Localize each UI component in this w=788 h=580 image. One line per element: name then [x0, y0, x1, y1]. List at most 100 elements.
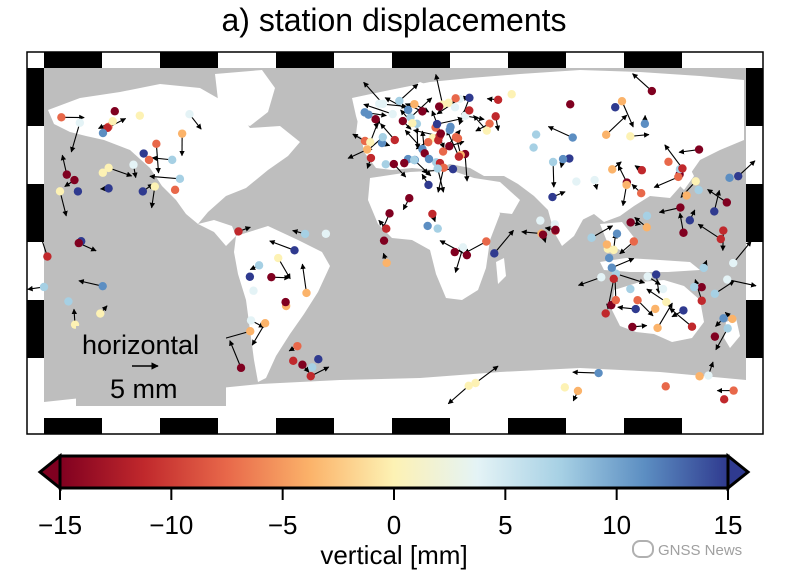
colorbar-tick-label: 5 [498, 510, 513, 540]
station-marker [321, 229, 331, 238]
watermark-text: GNSS News [658, 542, 743, 559]
station-marker [98, 128, 108, 138]
station-marker [611, 103, 620, 112]
station-marker [538, 230, 548, 239]
station-displacement-map: horizontal 5 mm [26, 51, 764, 435]
displacement-arrow [463, 153, 470, 182]
frame-check-right [746, 300, 763, 358]
station-marker [245, 272, 255, 281]
station-marker [302, 288, 311, 298]
colorbar-tick-label: −5 [267, 510, 298, 540]
station-marker [55, 187, 65, 196]
frame-check-top [392, 52, 450, 68]
station-marker [710, 207, 719, 216]
station-marker [679, 306, 688, 315]
station-marker [491, 112, 500, 121]
station-marker [420, 149, 429, 158]
station-marker [453, 134, 463, 143]
station-marker [434, 102, 444, 111]
station-marker [236, 363, 246, 373]
station-marker [710, 332, 720, 341]
station-marker [694, 145, 704, 154]
station-marker [716, 234, 726, 244]
frame-check-left [27, 68, 44, 126]
watermark: GNSS News [632, 540, 742, 559]
displacement-arrow [155, 143, 161, 174]
station-marker [74, 238, 83, 248]
central-america [198, 220, 236, 246]
station-marker [560, 383, 570, 392]
station-marker [378, 132, 388, 142]
station-marker [662, 297, 671, 307]
station-marker [139, 149, 148, 158]
legend-scale-label: 5 mm [110, 374, 178, 404]
station-marker [366, 153, 376, 163]
station-marker [298, 360, 307, 369]
station-marker [385, 209, 394, 218]
frame-check-left [27, 184, 44, 242]
colorbar-tick-label: −10 [149, 510, 194, 540]
station-marker [568, 133, 577, 142]
colorbar-ticks [59, 488, 729, 500]
station-marker [609, 274, 618, 283]
station-marker [98, 168, 108, 177]
station-marker [382, 224, 391, 233]
frame-check-top [160, 52, 218, 68]
station-marker [697, 296, 706, 305]
gnss-stations [39, 86, 743, 404]
station-marker [551, 225, 560, 235]
station-marker [602, 240, 612, 249]
station-marker [633, 296, 642, 305]
station-marker [558, 154, 568, 164]
station-marker [572, 177, 581, 186]
station-marker [566, 100, 575, 109]
station-marker [152, 139, 161, 149]
station-marker [451, 94, 460, 103]
station-marker [628, 322, 637, 332]
station-marker [601, 309, 610, 318]
station-marker [608, 165, 617, 174]
station-marker [728, 314, 737, 324]
displacement-arrow [59, 191, 68, 217]
station-marker [405, 194, 414, 203]
colorbar-title: vertical [mm] [320, 540, 468, 570]
station-marker [104, 163, 113, 173]
station-marker [378, 99, 388, 109]
station-marker [458, 243, 468, 252]
station-marker [398, 116, 408, 126]
station-marker [281, 297, 290, 307]
displacement-arrow [363, 103, 393, 115]
station-marker [482, 126, 492, 135]
station-marker [529, 143, 538, 152]
station-marker [629, 237, 639, 246]
displacement-arrow [572, 369, 599, 376]
station-marker [685, 216, 695, 225]
station-marker [424, 180, 433, 190]
displacement-arrow [547, 126, 573, 139]
station-marker [246, 316, 256, 325]
displacement-arrow [439, 240, 468, 256]
station-marker [573, 386, 583, 396]
displacement-arrow [732, 240, 752, 264]
station-marker [433, 164, 442, 173]
station-marker [300, 229, 310, 239]
station-marker [679, 228, 688, 237]
station-marker [170, 185, 180, 195]
station-marker [57, 113, 66, 122]
station-marker [590, 175, 599, 185]
displacement-arrow [697, 223, 722, 240]
colorbar-gradient [58, 454, 730, 490]
station-marker [664, 157, 673, 167]
displacement-arrow [653, 176, 679, 188]
station-marker [138, 187, 148, 196]
station-marker [725, 173, 734, 183]
colorbar-tick-label: 15 [713, 510, 743, 540]
station-marker [682, 191, 691, 200]
station-marker [150, 182, 160, 191]
station-marker [642, 223, 651, 232]
station-marker [465, 106, 474, 115]
station-marker [362, 145, 372, 154]
frame-check-bottom [624, 418, 682, 434]
station-marker [389, 159, 399, 169]
station-marker [729, 258, 738, 268]
